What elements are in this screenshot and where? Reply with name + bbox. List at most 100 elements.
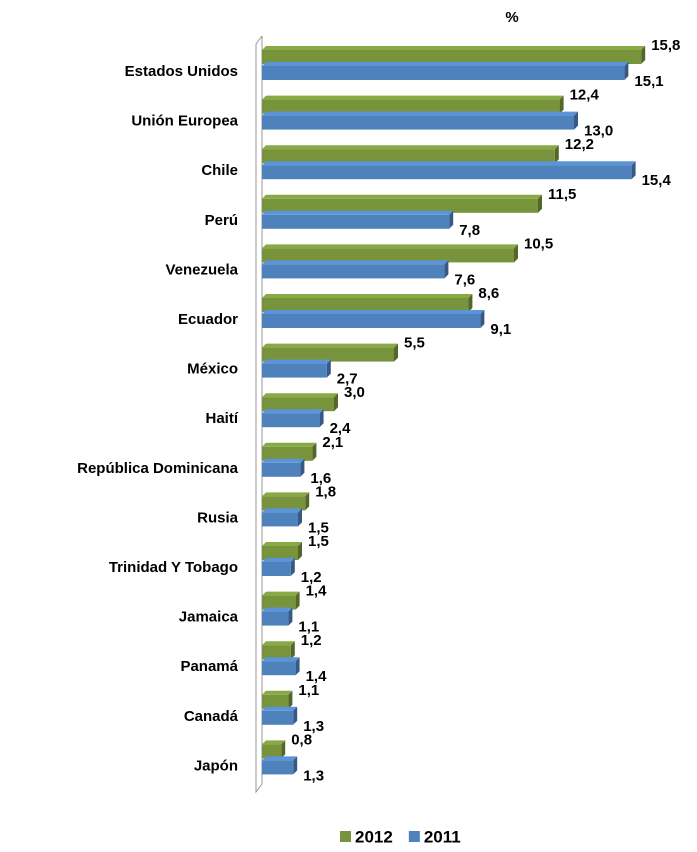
- bar-side: [319, 409, 324, 428]
- bar-side: [300, 458, 305, 477]
- bar-top: [262, 95, 564, 100]
- bar: [262, 165, 632, 180]
- bar-top: [262, 706, 298, 711]
- bar: [262, 661, 296, 676]
- value-label: 15,4: [642, 172, 672, 189]
- y-tick-label: Rusia: [197, 509, 239, 526]
- bar: [262, 50, 642, 64]
- bar-side: [298, 542, 302, 560]
- value-label: 2,7: [337, 371, 358, 388]
- bar-side: [281, 740, 286, 759]
- bar: [262, 462, 301, 477]
- value-label: 11,5: [548, 186, 576, 203]
- bar-top: [262, 458, 305, 463]
- value-label: 1,3: [303, 767, 324, 784]
- bar-side: [295, 657, 300, 676]
- value-label: 1,2: [301, 632, 322, 649]
- bar-side: [559, 95, 564, 114]
- value-label: 5,5: [404, 335, 425, 352]
- bar: [262, 363, 327, 378]
- value-label: 12,2: [565, 136, 594, 153]
- y-tick-label: Haití: [205, 410, 238, 427]
- bar: [262, 214, 450, 229]
- bar: [262, 512, 298, 527]
- bar-top: [262, 492, 310, 497]
- y-tick-label: México: [187, 361, 238, 378]
- y-tick-label: Estados Unidos: [125, 63, 238, 80]
- value-label: 1,3: [303, 718, 324, 735]
- value-label: 13,0: [584, 123, 613, 140]
- value-label: 1,4: [306, 583, 328, 600]
- bar: [262, 397, 334, 412]
- value-label: 1,2: [301, 569, 322, 586]
- legend-label: 2012: [355, 827, 393, 846]
- bar-top: [262, 740, 286, 745]
- bar-side: [334, 393, 338, 412]
- value-label: 15,1: [634, 73, 663, 90]
- bar-side: [293, 706, 298, 725]
- bar-side: [305, 492, 310, 511]
- bar-top: [262, 310, 485, 314]
- value-label: 3,0: [344, 384, 365, 401]
- bar: [262, 744, 282, 759]
- bar-top: [262, 591, 300, 596]
- bar-top: [262, 294, 473, 298]
- value-label: 1,4: [306, 668, 328, 685]
- bar: [262, 760, 294, 775]
- legend-swatch: [340, 831, 351, 842]
- legend-label: 2011: [424, 827, 461, 846]
- value-label: 1,1: [298, 682, 319, 699]
- bar-side: [641, 46, 646, 64]
- bar-top: [262, 393, 338, 398]
- bar-side: [624, 62, 629, 80]
- bar: [262, 198, 538, 213]
- bar: [262, 149, 555, 164]
- bar-top: [262, 145, 559, 150]
- y-tick-label: Venezuela: [165, 261, 238, 278]
- value-label: 7,6: [454, 271, 475, 288]
- bar-top: [262, 607, 293, 612]
- value-label: 1,1: [298, 619, 319, 636]
- bar-top: [262, 558, 295, 562]
- bar: [262, 115, 574, 130]
- value-label: 1,5: [308, 533, 329, 550]
- bar-top: [262, 641, 295, 646]
- bar-side: [574, 111, 578, 130]
- bar-top: [262, 111, 578, 116]
- bar-side: [554, 145, 559, 164]
- bar-top: [262, 359, 331, 364]
- bar: [262, 99, 560, 114]
- y-tick-label: Chile: [201, 162, 238, 179]
- bar-top: [262, 244, 518, 249]
- value-label: 1,6: [310, 470, 331, 487]
- value-label: 15,8: [651, 37, 680, 54]
- value-label: 1,5: [308, 519, 329, 536]
- bar-top: [262, 442, 317, 447]
- bar: [262, 66, 625, 80]
- value-label: 8,6: [478, 285, 499, 302]
- bar-side: [312, 442, 317, 461]
- y-tick-label: Trinidad Y Tobago: [109, 559, 238, 576]
- y-tick-label: Japón: [194, 757, 238, 774]
- bar-side: [444, 260, 449, 279]
- bar-top: [262, 62, 629, 66]
- bar-side: [631, 161, 636, 180]
- bar: [262, 264, 445, 279]
- value-label: 1,8: [315, 483, 336, 500]
- bar-top: [262, 542, 302, 546]
- bar-side: [290, 641, 295, 660]
- bar: [262, 314, 481, 328]
- y-tick-label: Perú: [205, 212, 238, 229]
- bar-top: [262, 210, 454, 215]
- bar-top: [262, 194, 542, 199]
- y-tick-label: República Dominicana: [77, 460, 239, 477]
- value-label: 12,4: [570, 87, 600, 104]
- bar-top: [262, 46, 646, 50]
- axis-wall: [255, 35, 263, 794]
- bar-side: [288, 607, 293, 626]
- bar-side: [538, 194, 542, 213]
- bar: [262, 611, 289, 626]
- bar-side: [468, 294, 473, 312]
- bar-side: [298, 508, 302, 527]
